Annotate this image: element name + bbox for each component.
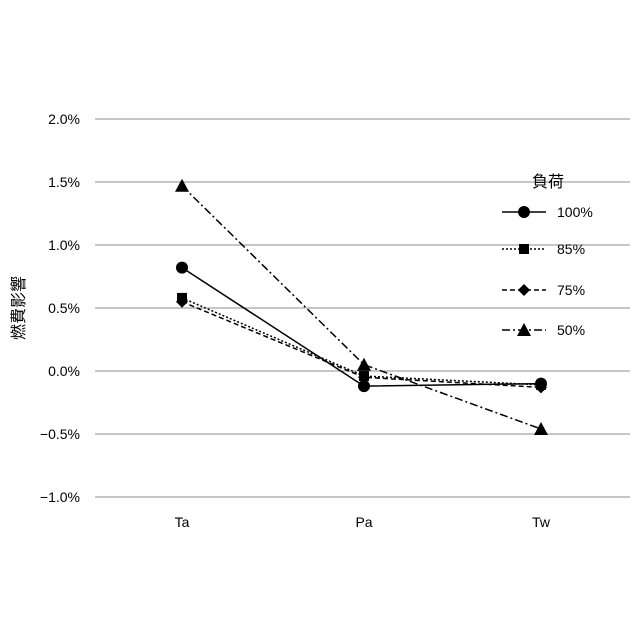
y-tick-label: −0.5%: [40, 426, 80, 442]
series-50%: [175, 179, 548, 435]
y-tick-label: 0.0%: [48, 363, 80, 379]
y-tick-label: −1.0%: [40, 489, 80, 505]
y-tick-label: 0.5%: [48, 300, 80, 316]
legend-label: 50%: [557, 322, 585, 338]
marker-circle: [176, 262, 188, 274]
legend-item: 75%: [502, 282, 585, 298]
legend-title: 負荷: [532, 172, 564, 191]
series-line: [182, 186, 541, 429]
legend-item: 50%: [502, 322, 585, 338]
y-axis-label: 燃費影響: [9, 276, 28, 340]
legend-label: 85%: [557, 241, 585, 257]
marker-diamond: [518, 284, 530, 296]
marker-triangle: [175, 179, 189, 192]
x-axis-ticks: Ta Pa Tw: [175, 514, 551, 530]
marker-triangle: [357, 358, 371, 371]
legend-item: 100%: [502, 204, 593, 220]
y-tick-label: 1.0%: [48, 237, 80, 253]
legend-item: 85%: [502, 241, 585, 257]
x-tick-label: Ta: [175, 514, 190, 530]
series-layer: [175, 179, 548, 435]
legend-label: 100%: [557, 204, 593, 220]
legend: 負荷 100% 85% 75% 50%: [502, 172, 593, 338]
y-axis-ticks: 2.0% 1.5% 1.0% 0.5% 0.0% −0.5% −1.0%: [40, 111, 80, 505]
series-75%: [176, 296, 547, 394]
y-tick-label: 1.5%: [48, 174, 80, 190]
marker-circle: [518, 206, 530, 218]
legend-label: 75%: [557, 282, 585, 298]
marker-square: [519, 244, 529, 254]
x-tick-label: Pa: [355, 514, 372, 530]
x-tick-label: Tw: [532, 514, 551, 530]
y-tick-label: 2.0%: [48, 111, 80, 127]
marker-triangle: [534, 422, 548, 435]
